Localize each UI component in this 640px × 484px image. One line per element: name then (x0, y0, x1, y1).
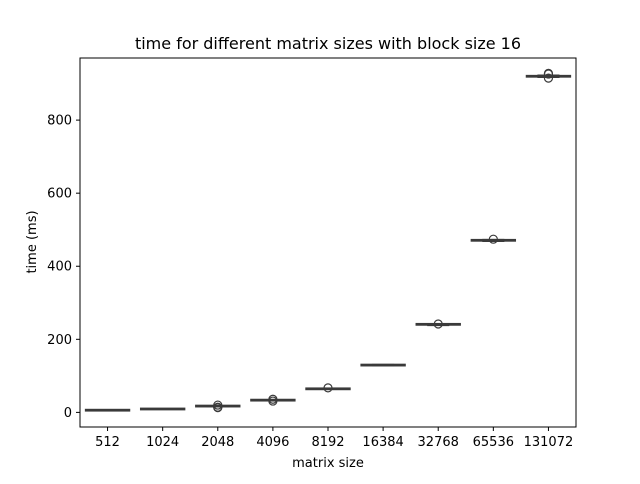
x-tick-label: 1024 (146, 435, 179, 450)
box-outlier (433, 319, 443, 329)
x-tick-label: 65536 (473, 435, 514, 450)
x-tick-label: 32768 (418, 435, 459, 450)
box-outlier (543, 73, 554, 83)
y-axis-label: time (ms) (25, 210, 40, 273)
x-tick-label: 131072 (524, 435, 574, 450)
y-tick-label: 800 (47, 114, 72, 129)
x-tick-label: 4096 (256, 435, 289, 450)
plot-frame (79, 57, 577, 428)
y-tick-label: 200 (47, 333, 72, 348)
y-tick-label: 0 (64, 406, 72, 421)
box-outlier (488, 234, 498, 244)
x-tick-label: 512 (95, 435, 120, 450)
box-outlier (268, 394, 278, 404)
box-outlier (543, 68, 554, 78)
y-tick-label: 400 (47, 260, 72, 275)
box-outlier (323, 383, 333, 393)
chart-title: time for different matrix sizes with blo… (135, 34, 521, 53)
x-tick-label: 8192 (311, 435, 344, 450)
box-outlier (213, 400, 223, 410)
x-tick-label: 2048 (201, 435, 234, 450)
plot-layer: 0 200 400 600 800 512 1024 2048 4096 8192 16384 327… (47, 68, 574, 450)
x-axis-label: matrix size (292, 456, 364, 471)
y-tick-label: 600 (47, 187, 72, 202)
x-tick-label: 16384 (362, 435, 403, 450)
